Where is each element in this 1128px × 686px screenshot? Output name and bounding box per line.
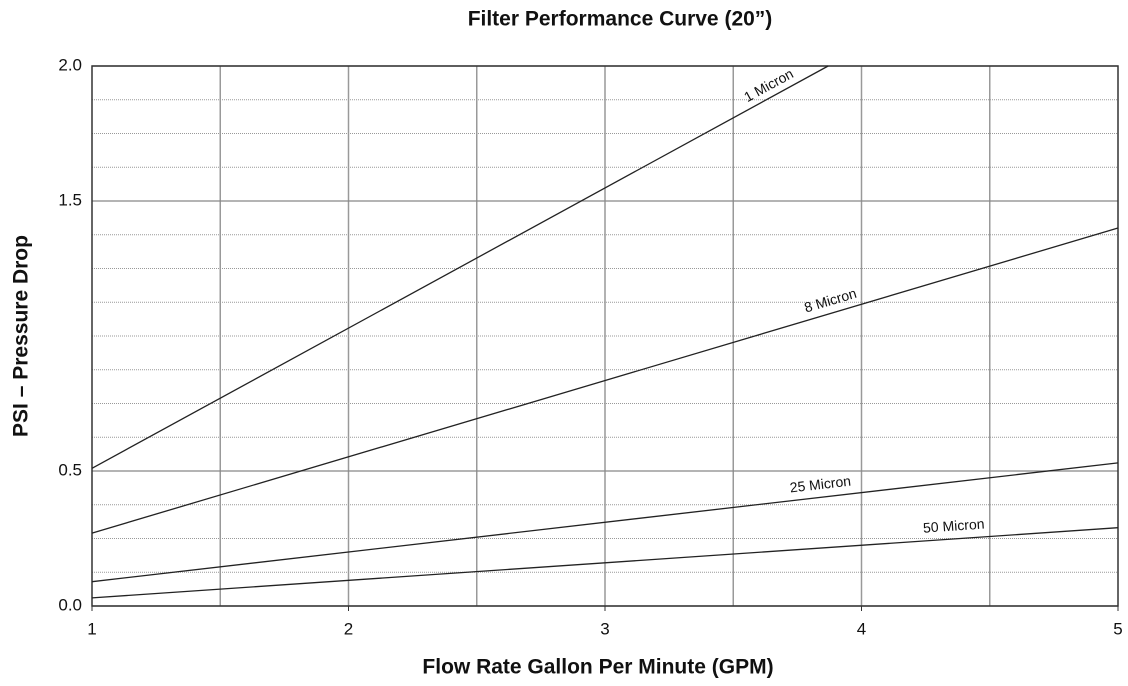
series-line	[91, 462, 1119, 583]
series-label: 50 Micron	[923, 516, 985, 536]
y-tick-label: 1.5	[58, 190, 82, 209]
plot-frame	[91, 65, 1119, 607]
x-tick-label: 5	[1113, 619, 1122, 638]
y-tick-label: 2.0	[58, 55, 82, 74]
x-axis-label: Flow Rate Gallon Per Minute (GPM)	[422, 656, 773, 679]
series-line	[91, 65, 829, 469]
series-line	[91, 227, 1119, 534]
series-line	[91, 527, 1119, 599]
y-tick-label: 0.0	[58, 595, 82, 614]
x-tick-label: 2	[344, 619, 353, 638]
y-tick-label: 0.5	[58, 460, 82, 479]
series-label: 8 Micron	[802, 285, 858, 316]
series-label: 25 Micron	[789, 473, 852, 496]
x-tick-label: 1	[87, 619, 96, 638]
x-tick-label: 4	[857, 619, 866, 638]
chart-title: Filter Performance Curve (20”)	[468, 8, 773, 31]
x-tick-label: 3	[600, 619, 609, 638]
y-axis-label: PSI – Pressure Drop	[10, 235, 33, 437]
